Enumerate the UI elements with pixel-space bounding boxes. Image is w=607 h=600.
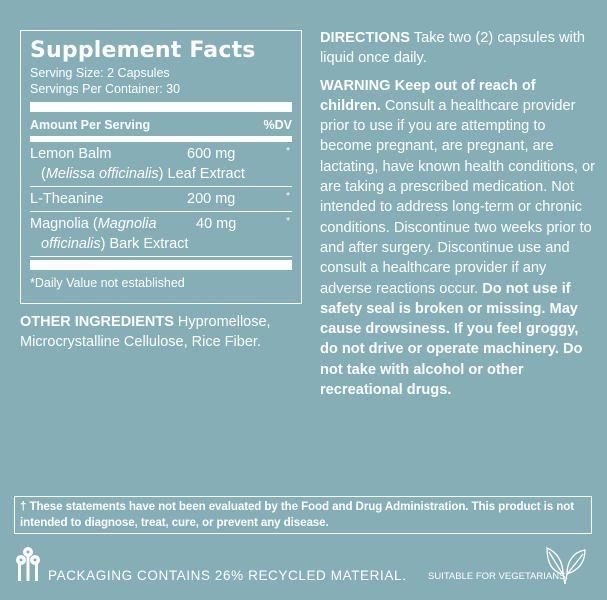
ingredient-row: L-Theanine 200 mg * <box>30 187 292 212</box>
ingredient-row: Lemon Balm 600 mg * (Melissa officinalis… <box>30 142 292 187</box>
fda-disclaimer: † These statements have not been evaluat… <box>14 496 592 534</box>
vegetarian-note: SUITABLE FOR VEGETARIANS. <box>428 571 569 582</box>
ingredient-name: Magnolia (Magnolia <box>30 216 157 232</box>
trees-icon <box>16 547 40 581</box>
daily-value-footnote: *Daily Value not established <box>30 276 185 290</box>
divider-bar <box>30 260 292 270</box>
packaging-note: PACKAGING CONTAINS 26% RECYCLED MATERIAL… <box>48 568 407 583</box>
supplement-facts-panel: Supplement Facts Serving Size: 2 Capsule… <box>20 30 302 304</box>
divider-bar <box>30 102 292 112</box>
ingredient-name: L-Theanine <box>30 191 104 207</box>
ingredient-row: Magnolia (Magnolia 40 mg * officinalis) … <box>30 212 292 257</box>
ingredient-detail: (Melissa officinalis) Leaf Extract <box>41 166 245 182</box>
leaf-icon <box>546 547 586 585</box>
ingredient-dv: * <box>286 191 290 202</box>
servings-per-container: Servings Per Container: 30 <box>30 82 181 96</box>
ingredient-amount: 200 mg <box>187 191 236 207</box>
directions: DIRECTIONS Take two (2) capsules with li… <box>320 30 585 67</box>
ingredient-dv: * <box>286 146 290 157</box>
ingredient-amount: 600 mg <box>187 146 236 162</box>
dv-header: %DV <box>263 118 292 132</box>
ingredient-dv: * <box>286 216 290 227</box>
other-ingredients: OTHER INGREDIENTS Hypromellose, Microcry… <box>20 314 271 350</box>
serving-size: Serving Size: 2 Capsules <box>30 66 170 80</box>
warning: WARNING Keep out of reach of children. C… <box>320 77 596 399</box>
ingredient-detail: officinalis) Bark Extract <box>41 236 189 252</box>
directions-warnings: DIRECTIONS Take two (2) capsules with li… <box>320 28 600 407</box>
ingredient-name: Lemon Balm <box>30 146 112 162</box>
ingredient-amount: 40 mg <box>196 216 237 232</box>
facts-header: Amount Per Serving %DV <box>30 117 292 133</box>
amount-header: Amount Per Serving <box>30 118 151 132</box>
facts-title: Supplement Facts <box>30 38 256 63</box>
divider-bar <box>30 136 292 142</box>
